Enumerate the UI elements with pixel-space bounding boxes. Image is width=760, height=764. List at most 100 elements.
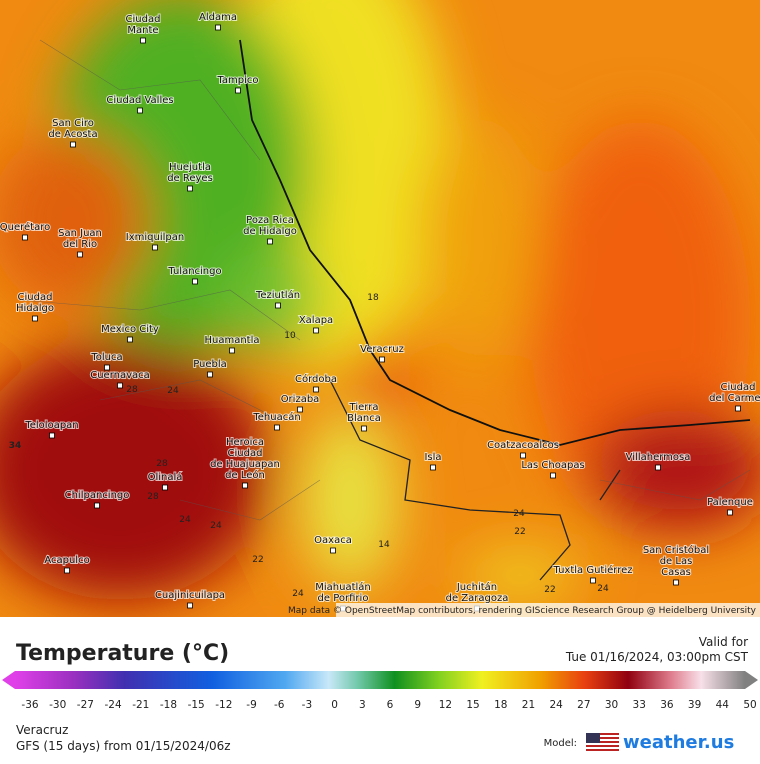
city-label: Chilpancingo	[65, 490, 130, 501]
city-dot	[550, 472, 556, 479]
colorbar-tick-label: -36	[21, 699, 38, 711]
city-label: Casas	[661, 567, 691, 578]
city-dot	[590, 577, 596, 584]
city-label: Juchitán	[456, 581, 497, 593]
contour-label: 24	[513, 509, 525, 519]
colorbar-tick-label: 27	[577, 699, 590, 711]
city-dot	[187, 602, 193, 609]
city-label: Ciudad	[126, 14, 161, 25]
valid-time: Tue 01/16/2024, 03:00pm CST	[565, 650, 749, 664]
colorbar-max-arrow	[745, 671, 758, 689]
city-dot	[274, 424, 280, 431]
colorbar-tick-label: 18	[494, 699, 507, 711]
city-label: de Zaragoza	[446, 593, 509, 604]
city-label: Puebla	[193, 359, 227, 370]
city-label: Ciudad Valles	[106, 95, 173, 106]
colorbar-tick-label: -15	[188, 699, 205, 711]
city-label: Ciudad	[18, 292, 53, 303]
colorbar-tick-label: 15	[466, 699, 479, 711]
city-label: de Porfirio	[318, 593, 369, 604]
city-dot	[655, 464, 661, 471]
contour-label: 24	[210, 521, 222, 531]
city-label: Ciudad	[721, 382, 756, 393]
city-label: de León	[225, 469, 265, 481]
city-label: Ixmiquilpan	[126, 232, 184, 243]
city-label: de Las	[660, 556, 693, 567]
city-dot	[275, 302, 281, 309]
city-label: Miahuatlán	[315, 581, 371, 593]
city-dot	[313, 327, 319, 334]
colorbar-tick-label: 0	[331, 699, 338, 711]
city-dot	[22, 234, 28, 241]
city-dot	[104, 364, 110, 371]
city-label: Oaxaca	[314, 535, 352, 546]
colorbar-tick-label: 12	[439, 699, 452, 711]
colorbar-tick-label: -21	[132, 699, 149, 711]
city-label: Teziutlán	[255, 289, 300, 301]
attribution: Map data © OpenStreetMap contributors, r…	[288, 606, 757, 616]
city-label: Cuernavaca	[90, 370, 150, 381]
city-label: de Huajuapan	[210, 459, 280, 470]
city-dot	[430, 464, 436, 471]
city-label: Blanca	[347, 413, 381, 424]
colorbar-tick-label: 3	[359, 699, 366, 711]
colorbar-tick-label: -24	[104, 699, 121, 711]
city-dot	[117, 382, 123, 389]
brand: weather.us	[623, 732, 734, 753]
colorbar-tick-label: -12	[215, 699, 232, 711]
contour-label: 10	[284, 331, 296, 341]
city-label: San Cristóbal	[643, 544, 709, 556]
city-label: Xalapa	[299, 315, 333, 326]
contour-label: 34	[9, 441, 22, 451]
city-label: Tampico	[216, 75, 258, 86]
city-dot	[32, 315, 38, 322]
city-label: Mante	[127, 25, 158, 36]
city-label: Aldama	[199, 12, 237, 23]
contour-label: 22	[252, 555, 263, 565]
city-label: Huamantla	[204, 335, 259, 346]
contour-label: 28	[147, 492, 159, 502]
colorbar-tick-label: -30	[49, 699, 66, 711]
city-dot	[94, 502, 100, 509]
contour-label: 28	[156, 459, 168, 469]
colorbar-tick-label: 24	[549, 699, 563, 711]
colorbar-tick-label: -6	[274, 699, 285, 711]
city-label: Palenque	[707, 497, 753, 508]
city-label: Acapulco	[44, 555, 89, 566]
colorbar	[15, 671, 745, 689]
colorbar-tick-label: 36	[660, 699, 674, 711]
city-dot	[235, 87, 241, 94]
city-dot	[49, 432, 55, 439]
contour-label: 22	[514, 527, 525, 537]
city-dot	[229, 347, 235, 354]
city-label: Villahermosa	[626, 452, 691, 463]
map	[0, 0, 760, 617]
model-label: Model:	[544, 738, 577, 749]
city-label: Tierra	[349, 402, 379, 413]
city-dot	[127, 336, 133, 343]
model-run: GFS (15 days) from 01/15/2024/06z	[16, 739, 231, 753]
valid-label: Valid for	[699, 635, 748, 649]
city-dot	[192, 278, 198, 285]
contour-label: 18	[367, 293, 379, 303]
city-label: del Rio	[63, 239, 97, 250]
contour-label: 14	[378, 540, 390, 550]
city-label: Querétaro	[0, 221, 50, 233]
city-label: Isla	[424, 452, 441, 463]
contour-label: 24	[179, 515, 191, 525]
city-label: de Acosta	[48, 129, 97, 140]
city-label: San Ciro	[52, 118, 94, 129]
city-dot	[140, 37, 146, 44]
contour-labels: 18 10 24 28 34 28 28 24 24 14 22 24 22 24 22 24	[9, 293, 609, 599]
city-dot	[673, 579, 679, 586]
city-dot	[520, 452, 526, 459]
city-dot	[313, 386, 319, 393]
city-dot	[267, 238, 273, 245]
city-dot	[187, 185, 193, 192]
city-label: de Reyes	[167, 173, 213, 184]
colorbar-tick-label: 9	[414, 699, 421, 711]
colorbar-tick-label: 33	[633, 699, 646, 711]
city-label: Teloloapan	[24, 420, 78, 431]
city-label: San Juan	[58, 228, 102, 239]
